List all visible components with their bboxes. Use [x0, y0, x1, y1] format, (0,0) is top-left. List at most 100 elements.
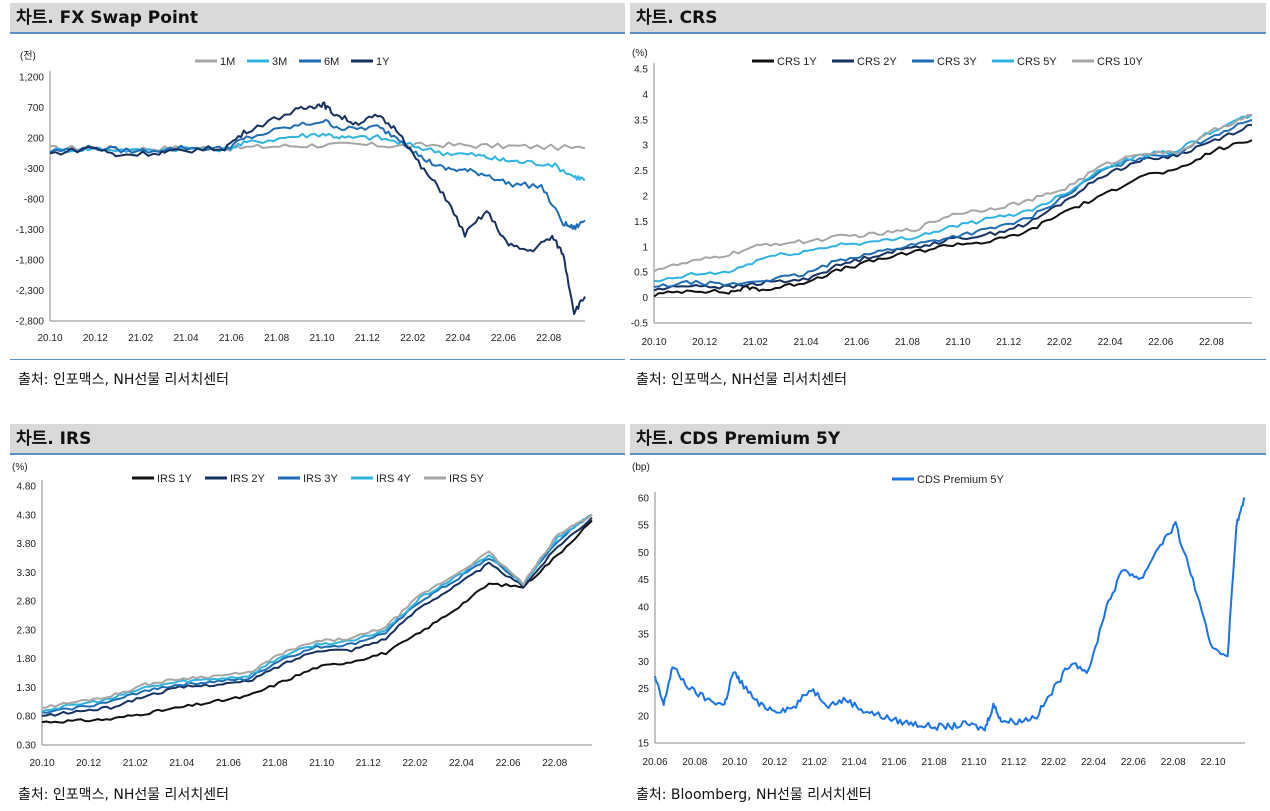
x-tick-label: 20.10	[641, 337, 666, 348]
x-tick-label: 21.06	[219, 333, 244, 344]
x-tick-label: 22.04	[1098, 337, 1123, 348]
x-tick-label: 21.10	[946, 337, 971, 348]
legend-item: CRS 2Y	[832, 56, 897, 68]
legend-label: 3M	[272, 56, 287, 68]
series-line-crs-5y	[653, 113, 1253, 283]
x-tick-label: 20.12	[762, 757, 787, 768]
legend-item: IRS 3Y	[278, 473, 339, 485]
y-tick-label: 20	[638, 711, 650, 722]
x-tick-label: 21.04	[169, 758, 194, 769]
panel-fx-swap-point: 차트. FX Swap Point (전) 1,200 700 200 -300 -800…	[10, 3, 625, 403]
y-tick-label: 4.5	[634, 65, 648, 76]
panel-title: 차트. IRS	[10, 424, 625, 455]
y-tick-label: 60	[638, 494, 650, 505]
series-line-3m	[49, 132, 586, 181]
y-tick-label: 55	[638, 521, 650, 532]
legend-label: CRS 3Y	[937, 56, 977, 68]
y-tick-label: 2.80	[17, 597, 37, 608]
x-tick-label: 22.02	[1041, 757, 1066, 768]
chart-cds-premium: (bp) 60 55 50 45 40 35 30 25 20 15 20.06 20.08 20.10 2…	[632, 462, 1246, 768]
series-line-irs-3y	[41, 513, 593, 714]
y-tick-label: 0	[642, 293, 648, 304]
y-tick-label: 2.5	[634, 166, 648, 177]
y-tick-label: 0.80	[17, 712, 37, 723]
y-tick-label: 4	[642, 90, 648, 101]
x-tick-label: 21.08	[263, 758, 288, 769]
x-tick-label: 22.10	[1201, 757, 1226, 768]
source-divider	[10, 359, 625, 360]
source-text: 출처: 인포맥스, NH선물 리서치센터	[18, 787, 229, 803]
y-tick-label: 0.30	[17, 741, 37, 752]
series-line-crs-10y	[653, 113, 1253, 273]
legend-label: CDS Premium 5Y	[917, 474, 1004, 486]
series-line-crs-3y	[653, 118, 1253, 288]
source-text: 출처: 인포맥스, NH선물 리서치센터	[636, 372, 847, 388]
y-tick-label: 200	[27, 134, 44, 145]
y-tick-label: 1.5	[634, 217, 648, 228]
y-tick-label: 3.30	[17, 568, 37, 579]
panel-crs: 차트. CRS (%) 4.5 4 3.5 3 2.5 2 1.5 1 0.5 0 -0.5 20.10…	[630, 3, 1266, 403]
y-unit-label: (%)	[632, 48, 648, 59]
source-text: 출처: Bloomberg, NH선물 리서치센터	[636, 787, 872, 803]
legend-label: IRS 3Y	[303, 473, 339, 485]
x-tick-label: 22.06	[1148, 337, 1173, 348]
y-tick-label: 2.30	[17, 625, 37, 636]
y-tick-label: 50	[638, 548, 650, 559]
y-unit-label: (bp)	[632, 462, 650, 473]
x-tick-label: 21.12	[1001, 757, 1026, 768]
y-tick-label: 4.80	[17, 482, 37, 493]
panel-cds-premium: 차트. CDS Premium 5Y (bp) 60 55 50 45 40 35 30 25 2…	[630, 424, 1266, 810]
legend-item: 1M	[195, 56, 235, 68]
legend-label: IRS 2Y	[230, 473, 266, 485]
y-unit-label: (%)	[12, 462, 28, 473]
x-tick-label: 21.02	[128, 333, 153, 344]
y-tick-label: 30	[638, 657, 650, 668]
legend-label: 6M	[324, 56, 339, 68]
x-tick-label: 20.12	[83, 333, 108, 344]
chart-crs: (%) 4.5 4 3.5 3 2.5 2 1.5 1 0.5 0 -0.5 20.10 20.12 21.…	[631, 48, 1253, 348]
x-tick-label: 21.10	[961, 757, 986, 768]
x-tick-label: 21.02	[802, 757, 827, 768]
source-text: 출처: 인포맥스, NH선물 리서치센터	[18, 372, 229, 388]
y-tick-label: 700	[27, 103, 44, 114]
x-tick-label: 22.06	[1121, 757, 1146, 768]
panel-title: 차트. CDS Premium 5Y	[630, 424, 1266, 455]
x-tick-label: 20.10	[37, 333, 62, 344]
y-tick-label: -2,300	[16, 286, 45, 297]
x-tick-label: 22.06	[491, 333, 516, 344]
legend-item: IRS 2Y	[205, 473, 266, 485]
legend-label: CRS 1Y	[777, 56, 817, 68]
legend-item: CRS 5Y	[992, 56, 1057, 68]
y-tick-label: 3.5	[634, 115, 648, 126]
x-tick-label: 21.06	[882, 757, 907, 768]
panel-title: 차트. CRS	[630, 3, 1266, 34]
y-tick-label: 1,200	[19, 73, 44, 84]
legend-label: 1Y	[376, 56, 390, 68]
x-tick-label: 22.04	[449, 758, 474, 769]
x-tick-label: 21.04	[842, 757, 867, 768]
x-tick-label: 21.10	[309, 758, 334, 769]
x-tick-label: 22.08	[536, 333, 561, 344]
legend-item: CDS Premium 5Y	[892, 474, 1004, 486]
series-line-6m	[49, 118, 586, 231]
y-tick-label: 1.30	[17, 683, 37, 694]
y-tick-label: -800	[24, 195, 44, 206]
series-line-crs-1y	[653, 139, 1253, 298]
legend-item: CRS 10Y	[1072, 56, 1144, 68]
x-tick-label: 21.02	[743, 337, 768, 348]
x-tick-label: 20.08	[682, 757, 707, 768]
legend-label: CRS 5Y	[1017, 56, 1057, 68]
series-line-irs-4y	[41, 513, 593, 713]
x-tick-label: 22.04	[1081, 757, 1106, 768]
x-tick-label: 22.06	[496, 758, 521, 769]
y-unit-label: (전)	[20, 50, 36, 62]
legend-label: 1M	[220, 56, 235, 68]
series-line-irs-1y	[41, 519, 593, 724]
y-tick-label: 25	[638, 684, 650, 695]
legend-item: IRS 4Y	[351, 473, 412, 485]
legend-item: IRS 5Y	[424, 473, 485, 485]
panel-irs: 차트. IRS (%) 4.80 4.30 3.80 3.30 2.80 2.30 1.80 1…	[10, 424, 625, 810]
y-tick-label: 15	[638, 739, 650, 750]
legend-label: IRS 1Y	[157, 473, 193, 485]
legend-label: IRS 5Y	[449, 473, 485, 485]
